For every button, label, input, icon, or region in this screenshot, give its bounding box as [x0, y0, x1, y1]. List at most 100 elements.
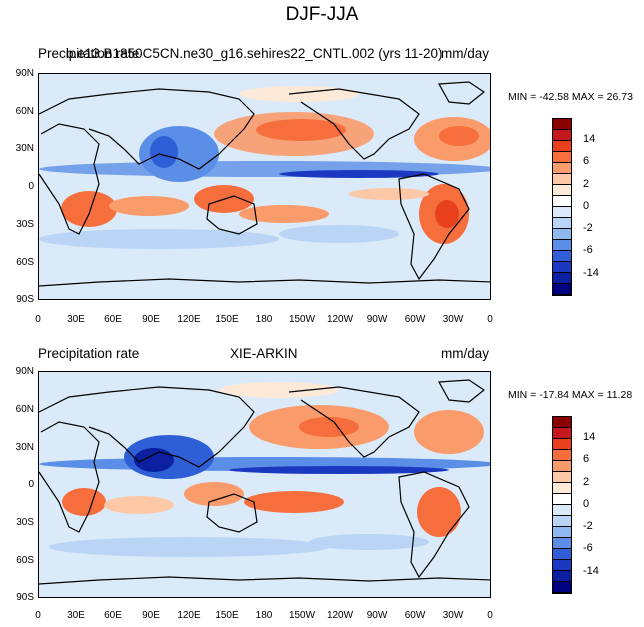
colorbar-label: -14 [583, 565, 599, 577]
colorbar-segment [553, 494, 571, 505]
colorbar-segment [553, 207, 571, 218]
colorbar-label: -6 [583, 542, 593, 554]
figure-title: DJF-JJA [285, 4, 359, 25]
panel-1-left-label: Precipitation rate [38, 46, 140, 61]
continent-outlines [39, 81, 490, 287]
lon-tick: 0 [487, 314, 493, 325]
coastline-eurasia [39, 386, 255, 468]
field-samerica-positive [417, 487, 461, 537]
lat-tick: 60S [16, 257, 34, 268]
colorbar-label: -14 [583, 267, 599, 279]
field-asia-core [150, 136, 178, 168]
lon-tick: 0 [487, 610, 493, 621]
coastline-north-america [288, 88, 420, 160]
lat-tick: 30S [16, 219, 34, 230]
map-background [39, 372, 490, 597]
coastline-africa [39, 123, 100, 235]
coastline-eurasia [39, 88, 255, 170]
colorbar-segment [553, 152, 571, 163]
lon-tick: 90W [366, 610, 388, 621]
map-background [39, 74, 490, 299]
colorbar-segment [553, 262, 571, 273]
lon-tick: 90W [366, 314, 388, 325]
lon-tick: 150E [215, 314, 239, 325]
coastline-australia [206, 493, 258, 533]
lat-tick: 30N [15, 442, 34, 453]
coastline-south-america [398, 173, 470, 281]
panel-2-map [38, 371, 491, 598]
lon-tick: 90E [142, 314, 160, 325]
lat-tick: 0 [28, 181, 34, 192]
lat-tick: 90N [15, 68, 34, 79]
max-label: MAX = [571, 91, 604, 103]
lon-tick: 150W [288, 610, 316, 621]
coastline-greenland [438, 81, 486, 105]
lon-tick: 0 [35, 610, 41, 621]
lon-tick: 30E [67, 610, 85, 621]
colorbar-label: 14 [583, 431, 596, 443]
field-n-atlantic-core [439, 126, 479, 146]
colorbar-label: 0 [583, 498, 590, 510]
field-n-atlantic-positive [414, 410, 484, 454]
colorbar-segment [553, 582, 571, 593]
colorbar-segment [553, 218, 571, 229]
colorbar-label: -2 [583, 222, 593, 234]
lat-tick: 60N [15, 106, 34, 117]
max-value: 26.73 [606, 91, 633, 103]
lat-tick: 90S [16, 294, 34, 305]
lon-tick: 90E [142, 610, 160, 621]
min-value: -42.58 [539, 91, 569, 103]
lon-tick: 180 [255, 314, 273, 325]
lon-tick: 0 [35, 314, 41, 325]
colorbar-segment [553, 251, 571, 262]
colorbar-segment [553, 461, 571, 472]
colorbar-label: 2 [583, 476, 590, 488]
lat-tick: 90N [15, 366, 34, 377]
coastline-antarctica [39, 576, 490, 585]
field-africa-positive [61, 191, 117, 227]
lon-tick: 30E [67, 314, 85, 325]
colorbar-segment [553, 196, 571, 207]
max-value: 11.28 [606, 389, 633, 401]
field-greenland-positive [239, 86, 359, 102]
colorbar-segment [553, 527, 571, 538]
min-label: MIN = [508, 389, 537, 401]
colorbar-segment [553, 549, 571, 560]
lon-tick: 60E [104, 314, 122, 325]
panel-2-minmax: MIN = -17.84 MAX = 11.28 [508, 389, 632, 401]
lon-tick: 30W [442, 610, 464, 621]
colorbar-segment [553, 428, 571, 439]
field-itcz-core [279, 170, 439, 178]
colorbar-segment [553, 229, 571, 240]
precip-field [39, 86, 490, 249]
field-spcz-positive [239, 205, 329, 223]
coastline-antarctica [39, 278, 490, 287]
lon-tick: 60W [404, 610, 426, 621]
colorbar-segment [553, 538, 571, 549]
colorbar-segment [553, 273, 571, 284]
field-s-ocean-negative [49, 537, 329, 557]
colorbar-segment [553, 439, 571, 450]
min-label: MIN = [508, 91, 537, 103]
panel-2-units-label: mm/day [441, 346, 490, 361]
colorbar-segment [553, 417, 571, 428]
panel-1-center-label: b.e13.B1850C5CN.ne30_g16.sehires22_CNTL.… [66, 46, 443, 61]
colorbar-label: 6 [583, 453, 590, 465]
lat-tick: 30N [15, 143, 34, 154]
coastline-north-america [288, 386, 420, 458]
colorbar-segment [553, 560, 571, 571]
field-indian-positive [104, 496, 174, 514]
coastline-greenland [438, 379, 486, 403]
lon-tick: 60W [404, 314, 426, 325]
colorbar-segment [553, 174, 571, 185]
panel-1-map [38, 73, 491, 300]
colorbar-segment [553, 571, 571, 582]
field-tropical-south-positive [349, 188, 429, 200]
field-n-pacific-core [299, 417, 359, 437]
panel-2-map-svg [39, 372, 490, 597]
colorbar-segment [553, 505, 571, 516]
lat-tick: 30S [16, 517, 34, 528]
colorbar-segment [553, 472, 571, 483]
panel-1-colorbar [552, 118, 572, 296]
lon-tick: 180 [255, 610, 273, 621]
